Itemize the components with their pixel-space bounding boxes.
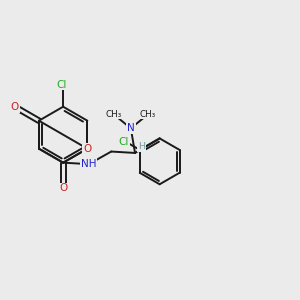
Text: Cl: Cl: [56, 80, 67, 90]
Text: Cl: Cl: [119, 137, 129, 147]
Text: N: N: [127, 123, 135, 133]
Text: O: O: [83, 144, 92, 154]
Text: NH: NH: [81, 159, 97, 169]
Text: O: O: [11, 102, 19, 112]
Text: O: O: [59, 183, 67, 194]
Text: CH₃: CH₃: [140, 110, 156, 119]
Text: H: H: [138, 142, 145, 151]
Text: CH₃: CH₃: [106, 110, 122, 119]
